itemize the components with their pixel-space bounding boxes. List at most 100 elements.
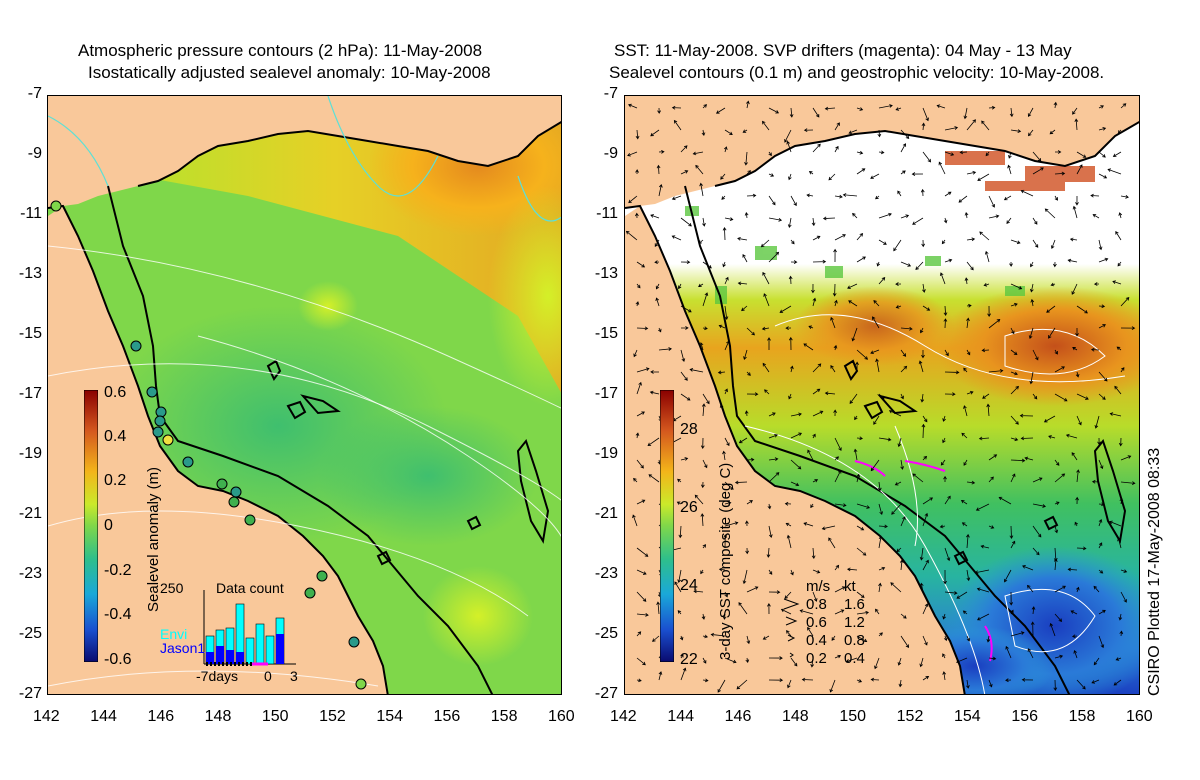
velocity-arrow [702,393,710,405]
velocity-arrow [699,342,704,351]
velocity-arrow [1112,280,1122,285]
velocity-arrow [722,450,726,461]
velocity-arrow [723,146,728,153]
velocity-arrow [875,608,880,615]
velocity-arrow [784,591,792,600]
velocity-arrow [1054,150,1062,154]
velocity-arrow [717,679,726,693]
left-x-axis-tick: 158 [490,708,518,725]
velocity-arrow [812,388,821,395]
velocity-arrow [1090,347,1100,352]
velocity-arrow [784,501,792,506]
velocity-arrow [1009,261,1013,267]
velocity-arrow [943,635,948,642]
velocity-arrow [856,525,865,531]
left-map-sealevel-anomaly[interactable] [47,95,562,695]
velocity-arrow [1074,118,1079,131]
velocity-arrow [939,272,946,285]
velocity-arrow [1010,129,1022,133]
velocity-arrow [746,371,751,376]
velocity-arrow [822,216,836,221]
velocity-arrow [922,415,928,423]
velocity-arrow [848,300,858,307]
velocity-arrow [1090,193,1100,198]
velocity-arrow [834,564,840,571]
velocity-arrow [724,276,729,285]
velocity-arrow [896,547,902,553]
velocity-arrow [702,292,709,307]
left-colorbar-tick: 0.6 [104,384,127,401]
velocity-arrow [1029,283,1034,293]
velocity-arrow [1054,585,1066,593]
velocity-arrow [1009,591,1014,606]
velocity-arrow [944,495,951,505]
velocity-arrow [977,173,990,181]
velocity-arrow [988,656,997,661]
velocity-arrow [768,412,776,417]
left-y-axis-tick: -13 [18,265,42,282]
velocity-arrow [856,679,863,683]
velocity-arrow [746,500,753,505]
velocity-arrow [1071,283,1078,295]
velocity-arrow [1004,569,1012,583]
velocity-arrow [678,525,683,539]
velocity-arrow [715,107,726,114]
velocity-arrow [1120,455,1132,461]
left-y-axis-tick: -11 [20,205,42,222]
velocity-arrow [650,214,660,219]
australia-land [48,206,388,694]
velocity-arrow [1049,622,1056,637]
velocity-arrow [636,631,642,637]
velocity-arrow [856,150,864,155]
velocity-arrow [856,635,868,643]
velocity-arrow [1107,168,1122,175]
velocity-arrow [829,679,836,693]
velocity-arrow [966,317,970,329]
velocity-arrow [1093,585,1100,593]
inset-bars [203,590,296,666]
velocity-arrow [856,107,864,111]
inset-xlabel: -7days [196,668,239,684]
velocity-arrow [799,609,814,615]
velocity-arrow [634,212,639,219]
velocity-arrow [1010,631,1025,637]
velocity-arrow [768,434,778,439]
velocity-arrow [941,239,946,245]
velocity-arrow [966,390,974,395]
velocity-arrow [944,349,949,357]
velocity-arrow [1009,525,1014,539]
velocity-arrow [627,151,638,157]
right-title-line2: Sealevel contours (0.1 m) and geostrophi… [609,63,1105,82]
velocity-arrow [1098,542,1103,549]
velocity-arrow [856,503,871,509]
right-map-sst[interactable] [624,95,1140,695]
velocity-arrow [1010,239,1021,245]
velocity-arrow [807,626,814,637]
velocity-arrow [900,516,906,527]
velocity-arrow [922,151,932,163]
velocity-arrow [848,129,858,135]
velocity-arrow [921,423,926,439]
right-colorbar-tick: 26 [680,499,698,516]
right-y-axis-tick: -13 [594,265,618,282]
velocity-arrow [918,360,924,373]
velocity-arrow [1008,151,1012,159]
velocity-arrow [790,481,800,487]
velocity-arrow [1076,546,1087,551]
velocity-arrow [988,195,996,208]
velocity-arrow [1075,327,1079,337]
velocity-arrow [702,544,707,549]
velocity-arrow [811,217,816,227]
velocity-arrow [849,393,858,404]
velocity-arrow [1098,257,1109,263]
velocity-arrow [988,476,994,483]
velocity-arrow [790,195,797,207]
velocity-arrow [702,104,708,109]
velocity-arrow [974,569,990,575]
left-y-axis-tick: -17 [18,385,42,402]
velocity-legend-ms: 0.4 [806,632,827,649]
right-x-axis-tick: 142 [610,708,637,725]
tide-gauge-markers[interactable] [50,200,367,690]
velocity-arrow [1116,346,1122,351]
right-y-axis-tick: -17 [594,385,618,402]
